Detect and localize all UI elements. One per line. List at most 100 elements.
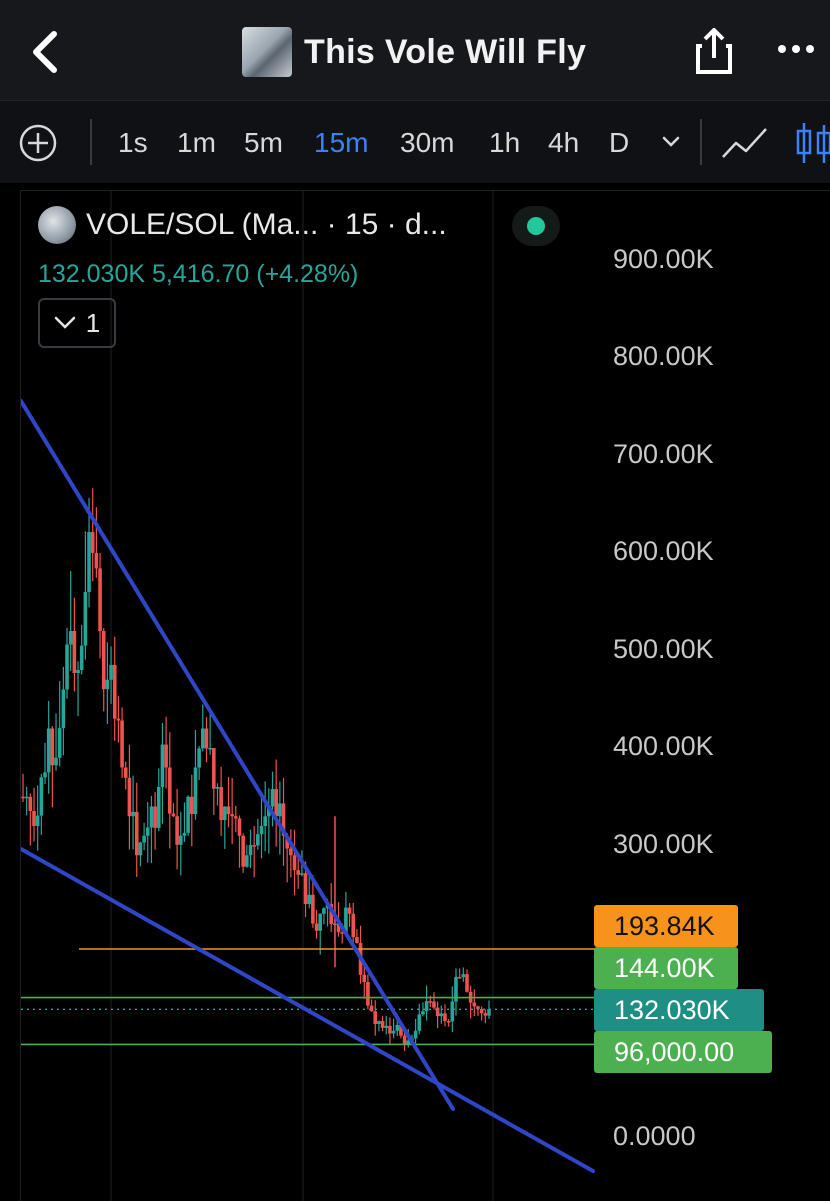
candle-body bbox=[432, 1001, 436, 1008]
candle-body bbox=[413, 1030, 418, 1039]
candle-body bbox=[32, 811, 36, 826]
candle-body bbox=[208, 748, 212, 750]
candle-body bbox=[241, 835, 245, 867]
candle-body bbox=[267, 806, 271, 817]
candle-body bbox=[245, 855, 249, 867]
candle-body bbox=[380, 1021, 385, 1028]
add-icon[interactable] bbox=[18, 123, 58, 163]
candle-body bbox=[479, 1008, 484, 1014]
timeframe-1s[interactable]: 1s bbox=[118, 127, 148, 158]
candle-body bbox=[391, 1030, 396, 1034]
timeframe-d[interactable]: D bbox=[609, 127, 630, 158]
candle-body bbox=[465, 974, 469, 992]
candle-body bbox=[450, 1001, 455, 1022]
candle-body bbox=[123, 767, 128, 778]
chart-legend[interactable]: VOLE/SOL (Ma... · 15 · d... bbox=[38, 206, 447, 244]
timeframe-15m[interactable]: 15m bbox=[314, 127, 369, 158]
timeframe-1m[interactable]: 1m bbox=[177, 127, 216, 158]
symbol-label: VOLE/SOL (Ma... · 15 · d... bbox=[86, 208, 447, 241]
candle-body bbox=[83, 592, 88, 646]
candle-body bbox=[351, 913, 356, 938]
y-tick-label: 800.00K bbox=[613, 341, 714, 371]
candle-body bbox=[318, 913, 323, 931]
candle-body bbox=[39, 777, 44, 816]
candle-body bbox=[281, 803, 286, 836]
candle-body bbox=[212, 748, 216, 789]
candle-body bbox=[274, 789, 278, 817]
candle-body bbox=[307, 894, 312, 904]
chart-grid bbox=[110, 191, 494, 1201]
y-tick-label: 300.00K bbox=[613, 829, 714, 859]
chevron-down-icon[interactable] bbox=[660, 131, 682, 153]
candle-body bbox=[204, 728, 209, 749]
token-avatar bbox=[242, 27, 292, 77]
price-chart[interactable] bbox=[21, 191, 830, 1201]
trendline-upper bbox=[21, 399, 455, 1111]
candle-body bbox=[24, 796, 29, 799]
candle-body bbox=[369, 1005, 374, 1012]
candle-body bbox=[303, 873, 308, 904]
candle-body bbox=[142, 835, 146, 843]
candle-body bbox=[344, 907, 348, 934]
candle-body bbox=[215, 787, 220, 789]
candle-body bbox=[79, 645, 84, 670]
line-chart-icon[interactable] bbox=[720, 123, 770, 163]
candle-body bbox=[189, 796, 194, 815]
candle-body bbox=[289, 848, 293, 856]
candle-body bbox=[421, 1011, 425, 1015]
candle-body bbox=[175, 816, 179, 845]
candle-body bbox=[98, 568, 102, 631]
candle-body bbox=[54, 757, 58, 766]
title-group: This Vole Will Fly bbox=[242, 26, 586, 78]
candle-body bbox=[116, 718, 121, 721]
indicators-toggle[interactable]: 1 bbox=[38, 298, 116, 348]
candle-body bbox=[178, 835, 183, 845]
toolbar-divider bbox=[700, 119, 702, 165]
candle-body bbox=[388, 1025, 392, 1034]
candle-chart-icon[interactable] bbox=[794, 119, 830, 167]
candle-body bbox=[406, 1040, 411, 1045]
candle-body bbox=[72, 631, 77, 674]
candle-body bbox=[65, 644, 69, 690]
candle-body bbox=[226, 806, 231, 815]
candle-body bbox=[237, 818, 242, 836]
candle-body bbox=[28, 796, 33, 812]
candle-body bbox=[439, 1013, 444, 1017]
candle-body bbox=[149, 806, 154, 828]
trendlines bbox=[21, 399, 595, 1173]
candle-body bbox=[270, 789, 275, 807]
symbol-avatar bbox=[38, 206, 76, 244]
back-icon[interactable] bbox=[26, 28, 66, 76]
candle-body bbox=[68, 631, 73, 645]
candle-body bbox=[43, 772, 47, 778]
candle-body bbox=[373, 1011, 378, 1024]
price-lines bbox=[21, 948, 596, 1046]
timeframe-30m[interactable]: 30m bbox=[400, 127, 455, 158]
candle-body bbox=[186, 796, 190, 833]
candle-body bbox=[160, 744, 165, 787]
candle-body bbox=[90, 532, 95, 553]
candle-body bbox=[472, 1002, 477, 1007]
candle-body bbox=[263, 816, 267, 826]
more-options-icon[interactable] bbox=[776, 34, 816, 64]
live-status-badge bbox=[512, 206, 560, 246]
candle-body bbox=[21, 796, 25, 799]
candle-body bbox=[366, 982, 370, 1006]
candle-body bbox=[127, 777, 132, 817]
y-tick-label: 600.00K bbox=[613, 536, 714, 566]
timeframe-1h[interactable]: 1h bbox=[489, 127, 521, 158]
timeframe-5m[interactable]: 5m bbox=[244, 127, 283, 158]
candle-body bbox=[61, 689, 66, 729]
share-icon[interactable] bbox=[694, 24, 734, 76]
timeframe-4h[interactable]: 4h bbox=[548, 127, 580, 158]
candle-body bbox=[446, 1021, 451, 1023]
candle-body bbox=[300, 873, 304, 875]
candle-body bbox=[314, 923, 319, 931]
candle-body bbox=[76, 670, 80, 674]
price-tag-last: 132.030K bbox=[594, 989, 764, 1031]
candle-body bbox=[248, 845, 253, 856]
ohlc-readout: 132.030K 5,416.70 (+4.28%) bbox=[38, 260, 359, 288]
price-tag-orange: 193.84K bbox=[594, 905, 738, 947]
candle-body bbox=[167, 767, 172, 814]
candle-body bbox=[105, 679, 110, 690]
